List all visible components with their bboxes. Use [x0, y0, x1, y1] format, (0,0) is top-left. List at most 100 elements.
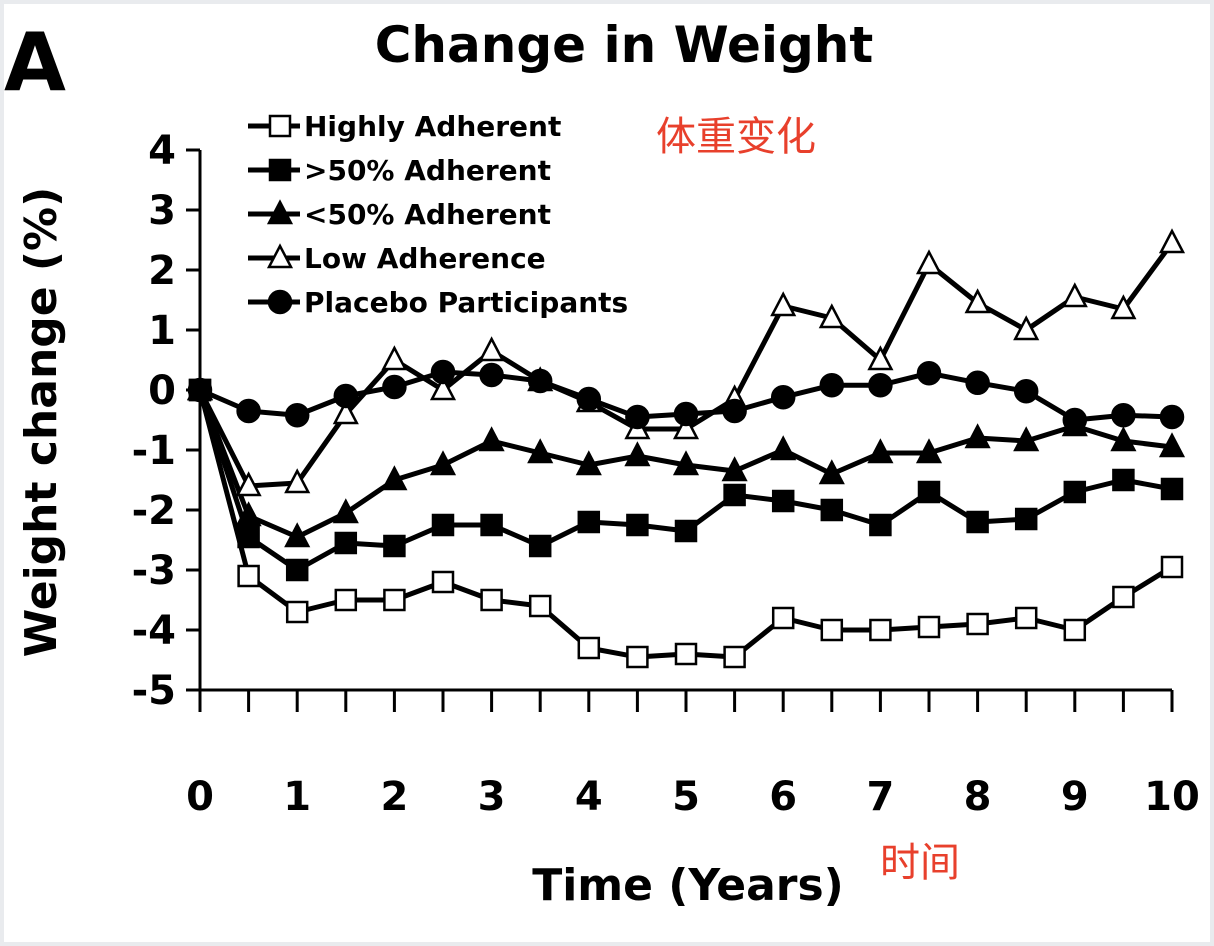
- data-point: [478, 336, 505, 362]
- data-point: [867, 345, 894, 371]
- chart-frame: A Change in Weight 体重变化 Weight change (%…: [4, 4, 1210, 942]
- data-point: [917, 480, 941, 504]
- x-tick-label: 4: [575, 774, 603, 820]
- y-tick-label: 0: [148, 368, 176, 414]
- data-point: [575, 450, 602, 476]
- data-point: [284, 522, 311, 548]
- data-point: [770, 384, 796, 410]
- xlabel-annotation-cn: 时间: [880, 840, 960, 886]
- data-point: [672, 450, 700, 476]
- data-point: [1110, 426, 1137, 452]
- data-point: [1111, 402, 1136, 428]
- x-tick-label: 7: [866, 774, 894, 820]
- legend-marker: [267, 289, 293, 315]
- x-tick-label: 0: [186, 774, 214, 820]
- data-point: [1013, 315, 1040, 341]
- data-point: [478, 426, 505, 452]
- data-point: [1063, 480, 1087, 504]
- data-point: [770, 435, 797, 461]
- legend-item: <50% Adherent: [248, 198, 551, 231]
- data-point: [1014, 507, 1038, 531]
- data-point: [528, 534, 552, 558]
- data-point: [818, 459, 845, 485]
- data-point: [723, 483, 746, 507]
- legend-item: Placebo Participants: [248, 286, 628, 319]
- data-point: [1062, 407, 1088, 433]
- legend-marker: [266, 243, 294, 269]
- data-point: [333, 383, 359, 409]
- data-point: [869, 513, 892, 537]
- data-point: [771, 489, 795, 513]
- x-axis-label: Time (Years): [532, 860, 844, 911]
- y-tick-label: -2: [132, 488, 176, 534]
- legend-marker: [268, 114, 292, 138]
- data-point: [624, 441, 651, 467]
- data-point: [1112, 585, 1135, 609]
- panel-label: A: [4, 16, 66, 109]
- legend-item: >50% Adherent: [248, 154, 551, 187]
- data-point: [527, 438, 554, 464]
- legend: Highly Adherent >50% Adherent <50% Adheren…: [248, 110, 628, 319]
- y-tick-label: 4: [148, 128, 176, 174]
- data-point: [479, 362, 504, 388]
- data-point: [332, 498, 359, 524]
- data-point: [1014, 606, 1038, 630]
- data-point: [964, 423, 991, 449]
- data-point: [236, 398, 261, 424]
- data-point: [431, 513, 455, 537]
- data-point: [382, 374, 407, 400]
- data-point: [334, 588, 358, 612]
- data-point: [480, 588, 503, 612]
- legend-item: Low Adherence: [248, 242, 546, 275]
- x-tick-label: 5: [672, 774, 700, 820]
- y-tick-label: -4: [132, 608, 176, 654]
- x-tick-label: 9: [1061, 774, 1089, 820]
- data-point: [528, 594, 552, 618]
- data-point: [577, 510, 601, 534]
- data-point: [334, 531, 358, 555]
- data-point: [577, 636, 601, 660]
- data-point: [235, 471, 262, 497]
- data-point: [771, 606, 795, 630]
- data-point: [626, 513, 649, 537]
- data-point: [820, 498, 844, 522]
- data-point: [237, 564, 260, 588]
- data-point: [673, 401, 699, 427]
- data-point: [381, 345, 408, 371]
- legend-marker: [268, 158, 292, 182]
- data-point: [237, 525, 260, 549]
- data-point: [381, 465, 408, 491]
- data-point: [284, 402, 310, 428]
- data-point: [916, 360, 942, 386]
- data-point: [1158, 432, 1186, 458]
- x-tick-label: 2: [380, 774, 408, 820]
- data-point: [966, 510, 989, 534]
- data-point: [284, 468, 311, 494]
- data-point: [1013, 426, 1040, 452]
- data-point: [1112, 468, 1135, 492]
- series-1: [188, 378, 1184, 669]
- data-point: [820, 618, 844, 642]
- y-tick-label: -3: [132, 548, 176, 594]
- data-point: [285, 600, 309, 624]
- y-tick-label: 3: [148, 188, 176, 234]
- y-tick-label: -5: [132, 668, 176, 714]
- data-point: [1013, 378, 1039, 404]
- series-5: [187, 359, 1185, 433]
- data-point: [674, 642, 698, 666]
- data-point: [917, 615, 941, 639]
- data-point: [332, 399, 359, 425]
- x-tick-label: 8: [964, 774, 992, 820]
- data-point: [819, 372, 845, 398]
- legend-item: Highly Adherent: [248, 110, 561, 143]
- data-point: [674, 519, 698, 543]
- data-point: [1160, 477, 1184, 501]
- data-point: [1159, 404, 1185, 430]
- data-point: [626, 645, 649, 669]
- data-point: [672, 414, 700, 440]
- chart-title: Change in Weight: [375, 16, 874, 74]
- data-point: [723, 645, 746, 669]
- title-annotation-cn: 体重变化: [656, 114, 816, 160]
- data-point: [867, 438, 894, 464]
- data-point: [869, 618, 892, 642]
